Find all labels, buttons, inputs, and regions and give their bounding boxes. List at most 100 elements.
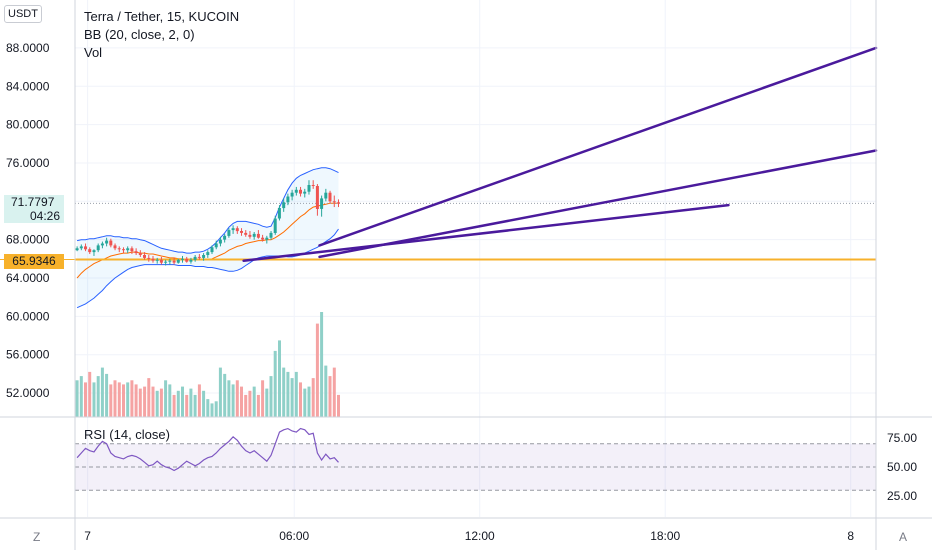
candle-body [113,245,117,249]
candle-body [303,191,307,194]
rsi-legend[interactable]: RSI (14, close) [84,427,170,442]
volume-bar [307,386,311,417]
last-price-value: 71.7797 [11,195,55,209]
price-tick-label: 60.0000 [6,309,50,323]
candle-body [100,243,104,246]
currency-button[interactable]: USDT [4,5,42,23]
time-tick-label: 8 [847,529,854,543]
candles [75,180,876,266]
candle-body [96,245,100,251]
volume-bar [328,376,332,417]
volume-bar [278,340,281,417]
volume-bar [294,371,298,417]
candle-body [117,248,121,250]
price-tick-label: 52.0000 [6,386,50,400]
candle-body [235,228,239,232]
countdown-value: 04:26 [30,209,61,223]
volume-bar [143,386,147,417]
hline-price-tag[interactable]: 65.9346 [4,254,64,269]
volume-bar [248,390,252,418]
time-tick-label: 06:00 [279,529,309,543]
volume-bar [299,382,302,417]
price-tick-label: 76.0000 [6,156,50,170]
candle-body [151,258,155,261]
candle-body [92,250,96,253]
price-tick-label: 56.0000 [6,348,50,362]
volume-bar [202,390,206,418]
candle-body [320,198,324,209]
volume-bar [214,401,218,418]
volume-bar [176,390,180,418]
volume-bar [172,394,176,417]
volume-bar [117,382,121,417]
volume-bar [189,388,193,417]
price-tick-label: 84.0000 [6,79,50,93]
candle-body [189,259,193,262]
volume-bar [320,312,324,417]
volume-bar [337,394,340,417]
candle-body [256,233,260,238]
rsi-tick-label: 50.00 [887,460,917,474]
volume-bar [181,386,184,417]
candle-body [105,240,109,244]
volume-bar [185,394,189,417]
bb-upper-line [76,167,339,254]
grid [75,0,876,517]
volume-bar [235,380,239,418]
symbol-title[interactable]: Terra / Tether, 15, KUCOIN [84,9,240,24]
bb-fill [77,167,339,308]
candle-body [315,186,319,209]
auto-scale-z-button[interactable]: Z [33,530,41,544]
volume-bar [265,388,269,417]
volume-bar [130,380,134,418]
volume-bar [113,380,117,418]
candle-body [261,237,265,240]
candle-body [206,252,210,255]
candle-body [240,231,243,233]
candle-body [223,235,227,240]
volume-bar [79,376,83,417]
rsi-tick-label: 75.00 [887,431,917,445]
candle-body [155,259,159,261]
volume-bar [164,380,168,418]
time-tick-label: 18:00 [650,529,680,543]
trendline-3 [242,203,730,262]
bb-legend[interactable]: BB (20, close, 2, 0) [84,27,195,42]
volume-bar [109,384,113,417]
volume-bar [244,394,248,417]
volume-bar [92,382,96,417]
volume-bar [324,365,328,417]
candle-body [164,261,168,263]
time-tick-label: 7 [84,529,91,543]
candle-body [147,257,151,259]
candle-body [130,248,134,252]
price-tick-label: 88.0000 [6,41,50,55]
candle-body [134,251,138,254]
trendline-1 [318,46,878,247]
candle-body [185,258,189,262]
candle-body [214,243,218,248]
volume-bar [151,386,155,417]
auto-scale-a-button[interactable]: A [899,530,908,544]
candle-body [75,248,79,251]
candle-body [248,234,252,237]
candle-body [172,260,176,263]
candle-body [290,192,294,197]
volume-bar [100,367,104,417]
candle-body [307,185,311,192]
candle-body [252,233,256,237]
candle-body [324,192,328,199]
volume-bar [168,384,172,417]
candle-body [126,248,130,251]
volume-bar [273,350,277,417]
volume-bar [134,384,138,417]
candle-body [176,259,180,263]
rsi-pane [75,427,876,491]
volume-legend[interactable]: Vol [84,45,103,60]
candle-body [328,192,332,202]
candle-body [269,232,273,238]
trendlines[interactable] [242,46,878,262]
